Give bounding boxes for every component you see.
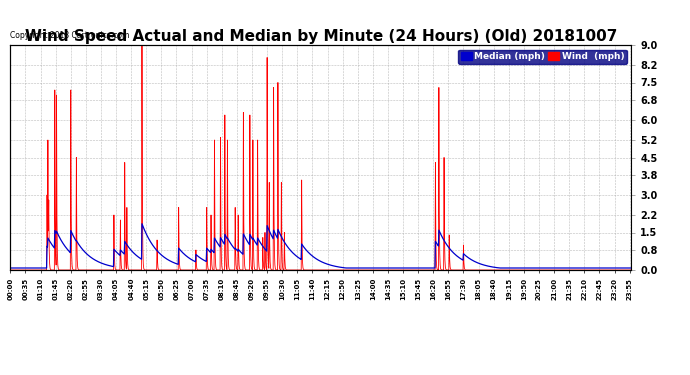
Wind  (mph) <box>129 268 137 272</box>
Legend: Median (mph), Wind  (mph): Median (mph), Wind (mph) <box>458 50 627 64</box>
Median (mph) <box>6 266 14 270</box>
Median (mph) <box>145 237 153 241</box>
Median (mph) <box>499 266 507 270</box>
Line: Wind  (mph): Wind (mph) <box>10 45 631 270</box>
Median (mph) <box>129 251 137 255</box>
Wind  (mph) <box>145 268 153 272</box>
Text: Copyright 2018 Cartronics.com: Copyright 2018 Cartronics.com <box>10 32 130 40</box>
Median (mph) <box>418 266 426 270</box>
Median (mph) <box>138 222 146 226</box>
Wind  (mph) <box>138 43 146 47</box>
Wind  (mph) <box>214 268 222 272</box>
Median (mph) <box>554 266 562 270</box>
Wind  (mph) <box>499 268 507 272</box>
Wind  (mph) <box>627 268 635 272</box>
Median (mph) <box>627 266 635 270</box>
Line: Median (mph): Median (mph) <box>10 224 631 268</box>
Median (mph) <box>214 242 222 247</box>
Wind  (mph) <box>418 268 426 272</box>
Title: Wind Speed Actual and Median by Minute (24 Hours) (Old) 20181007: Wind Speed Actual and Median by Minute (… <box>25 29 617 44</box>
Wind  (mph) <box>6 268 14 272</box>
Wind  (mph) <box>554 268 562 272</box>
